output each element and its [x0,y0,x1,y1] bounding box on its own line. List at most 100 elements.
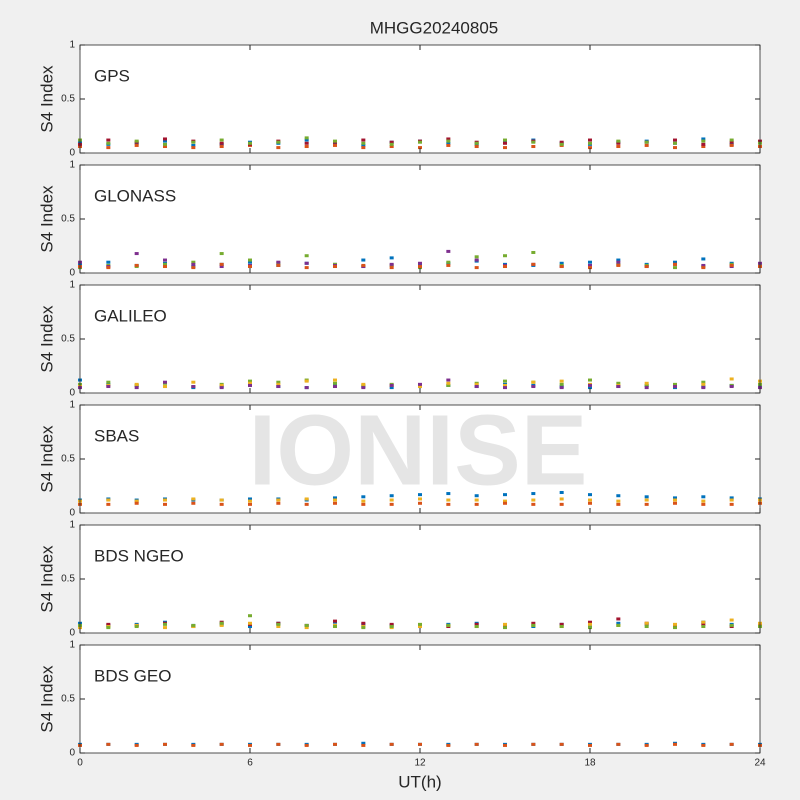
data-point [163,139,167,143]
data-point [588,378,592,382]
data-point [531,623,536,627]
data-point [474,502,479,506]
data-point [163,380,167,384]
data-point [446,143,451,147]
data-point [701,145,706,149]
figure-title: MHGG20240805 [370,18,499,37]
data-point [701,139,706,143]
data-point [389,142,394,146]
data-point [531,492,536,496]
data-point [106,385,111,389]
data-point [588,383,592,387]
data-point [106,138,111,142]
data-point [134,386,139,390]
data-point [389,266,394,270]
panel-label: GALILEO [94,306,167,325]
y-tick-label: 0.5 [61,574,75,585]
data-point [673,742,677,746]
data-point [588,386,592,390]
data-point [446,139,451,143]
data-point [644,502,649,506]
data-point [276,380,281,384]
data-point [191,140,196,144]
data-point [503,622,507,626]
data-point [304,502,309,506]
data-point [474,494,479,498]
data-point [418,261,422,265]
data-point [304,626,309,630]
y-tick-label: 0 [69,268,75,279]
data-point [163,502,167,506]
data-point [219,742,224,746]
data-point [389,140,394,144]
data-point [531,380,536,384]
x-tick-label: 6 [247,758,253,769]
data-point [219,498,224,502]
data-point [503,265,507,269]
plot-area [80,285,760,393]
data-point [559,497,564,501]
data-point [588,141,592,145]
data-point [304,497,309,501]
data-point [503,379,507,383]
data-point [559,142,564,146]
data-point [446,498,451,502]
data-point [163,622,167,626]
data-point [163,498,167,502]
data-point [163,258,167,262]
y-tick-label: 0 [69,748,75,759]
data-point [219,141,224,145]
data-point [134,382,139,386]
data-point [333,619,337,623]
data-point [219,502,224,506]
data-point [248,260,252,264]
data-point [559,502,564,506]
data-point [418,493,422,497]
data-point [248,381,252,385]
data-point [276,382,281,386]
y-tick-label: 0.5 [61,334,75,345]
data-point [304,379,309,383]
data-point [219,145,224,149]
y-axis-label: S4 Index [37,545,56,613]
data-point [361,258,366,262]
data-point [559,625,564,629]
data-point [503,383,507,387]
data-point [673,146,677,150]
y-tick-label: 0.5 [61,694,75,705]
data-point [389,262,394,266]
y-tick-label: 1 [69,640,75,651]
data-point [531,385,536,389]
data-point [248,743,252,747]
data-point [673,138,677,142]
data-point [418,140,422,144]
data-point [503,138,507,142]
data-point [559,382,564,386]
data-point [559,265,564,269]
data-point [304,623,309,627]
data-point [248,265,252,269]
data-point [616,621,621,625]
data-point [701,743,706,747]
data-point [163,145,167,149]
y-tick-label: 0 [69,148,75,159]
data-point [729,263,734,267]
data-point [219,383,224,387]
data-point [134,625,139,629]
data-point [446,623,451,627]
data-point [418,625,422,629]
data-point [333,385,337,389]
x-tick-label: 24 [754,758,766,769]
data-point [446,249,451,253]
y-tick-label: 0.5 [61,94,75,105]
panel-label: GLONASS [94,186,176,205]
data-point [644,625,649,629]
data-point [106,141,111,145]
data-point [673,501,677,505]
data-point [446,263,451,267]
data-point [219,252,224,256]
data-point [333,496,337,500]
data-point [219,621,224,625]
data-point [304,145,309,149]
y-tick-label: 0 [69,388,75,399]
